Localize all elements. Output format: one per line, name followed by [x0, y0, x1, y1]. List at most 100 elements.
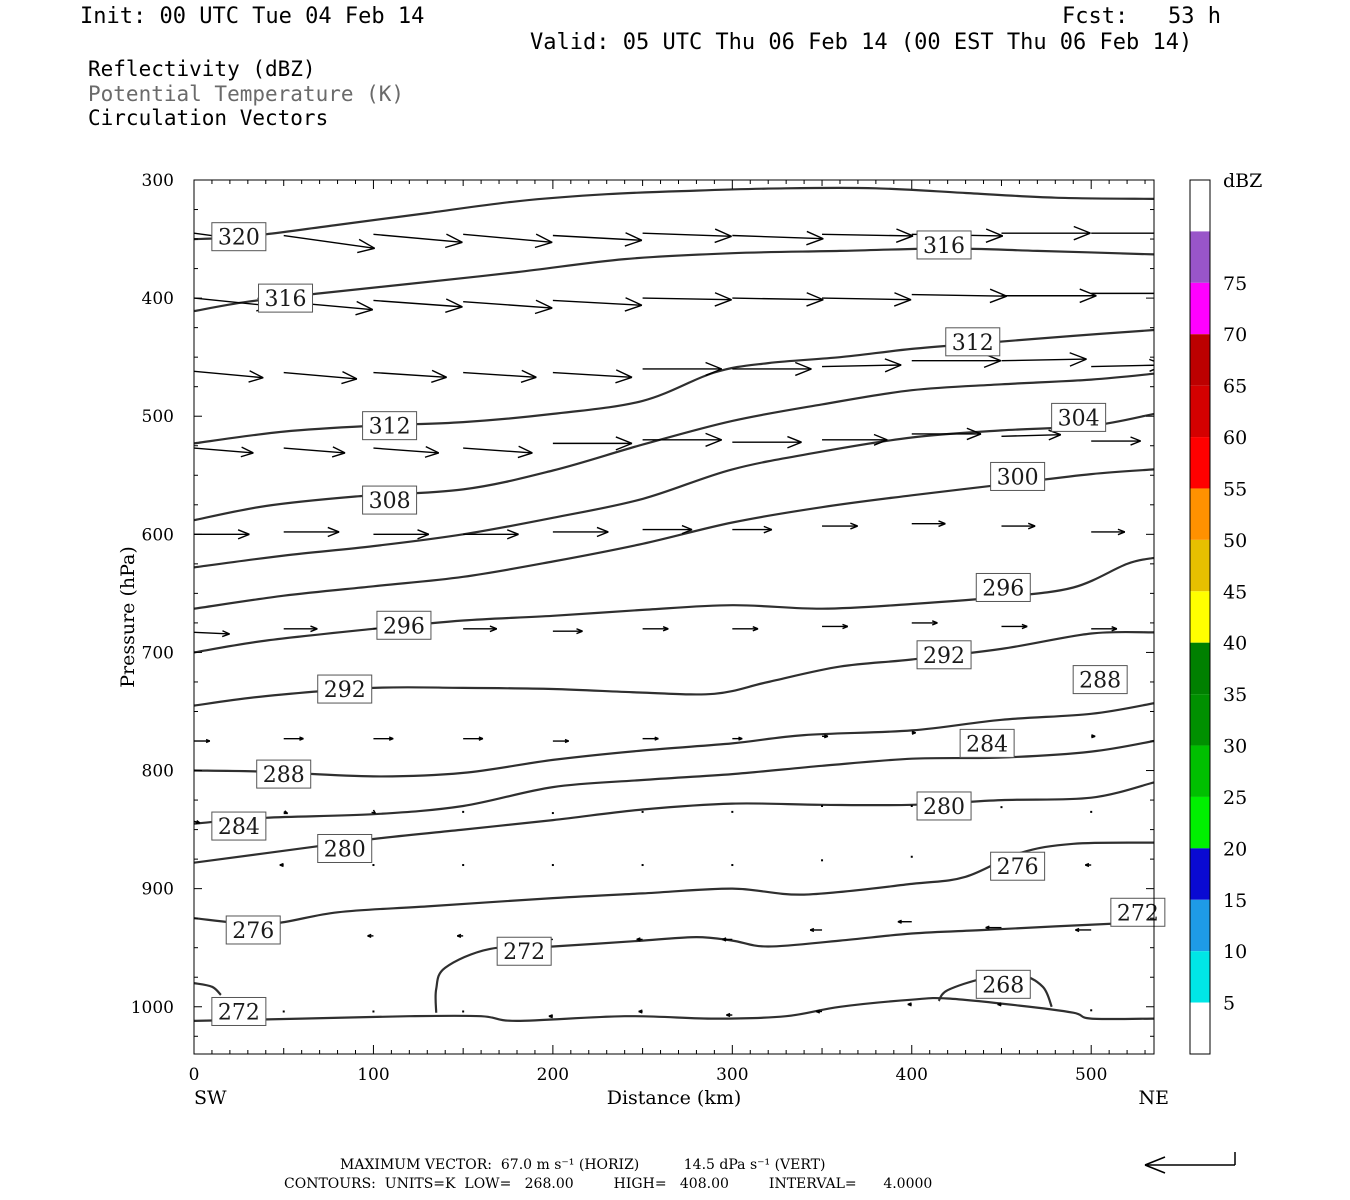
circulation-vector-105 — [897, 919, 912, 924]
contour-info-caption: CONTOURS: UNITS=K LOW= 268.00 HIGH= 408.… — [284, 1176, 933, 1192]
contour-label-304-6: 304 — [1051, 402, 1107, 432]
contour-label-296-8: 296 — [376, 610, 432, 640]
circulation-vector-110 — [462, 1010, 465, 1013]
circulation-vector-78 — [283, 810, 289, 815]
circulation-vector-115 — [907, 1002, 912, 1007]
legend-potential-temperature: Potential Temperature (K) — [88, 82, 405, 106]
colorbar-frame — [1189, 179, 1211, 1055]
legend-circulation-vectors: Circulation Vectors — [88, 106, 329, 130]
max-vector-caption: MAXIMUM VECTOR: 67.0 m s⁻¹ (HORIZ) 14.5 … — [340, 1157, 826, 1173]
colorbar-segment-3 — [1190, 334, 1210, 386]
theta-contour-308-3 — [194, 372, 1154, 522]
svg-text:284: 284 — [218, 815, 260, 840]
circulation-vector-25 — [463, 369, 537, 383]
circulation-vector-31 — [1001, 352, 1087, 367]
svg-text:316: 316 — [265, 287, 307, 312]
circulation-vector-74 — [911, 730, 916, 735]
colorbar-level-70: 70 — [1223, 324, 1247, 346]
contour-label-272-20: 272 — [496, 936, 552, 966]
contour-label-288-12: 288 — [256, 759, 312, 789]
circulation-vector-3 — [463, 233, 553, 249]
contour-label-272-22: 272 — [211, 996, 267, 1026]
theta-contour-288-8 — [194, 702, 1154, 778]
circulation-vector-51 — [822, 522, 858, 530]
colorbar-level-65: 65 — [1223, 376, 1247, 398]
circulation-vector-71 — [642, 736, 659, 741]
y-tick-label-400: 400 — [142, 289, 174, 309]
colorbar-segment-0 — [1190, 180, 1210, 232]
circulation-vector-86 — [1000, 806, 1003, 809]
svg-text:272: 272 — [1117, 901, 1159, 926]
circulation-vector-69 — [463, 736, 484, 741]
contour-label-280-17: 280 — [916, 791, 972, 821]
axis-layer: 300 400 500 600 700 800 900 1000 0 100 200 300 400 50… — [131, 171, 1154, 1085]
circulation-vector-82 — [641, 810, 644, 813]
circulation-vector-59 — [552, 628, 583, 635]
circulation-vector-19 — [911, 288, 1007, 304]
circulation-vector-21 — [1091, 292, 1154, 295]
theta-contour-272-12 — [194, 996, 1154, 1023]
colorbar-segment-13 — [1190, 848, 1210, 900]
circulation-vector-39 — [732, 435, 802, 449]
svg-text:312: 312 — [952, 331, 994, 356]
y-tick-label-1000: 1000 — [131, 998, 174, 1018]
circulation-vector-111 — [548, 1014, 553, 1019]
circulation-vector-107 — [1075, 927, 1092, 933]
circulation-vector-55 — [194, 630, 230, 638]
contour-label-284-14: 284 — [211, 811, 267, 841]
circulation-vector-93 — [641, 864, 644, 867]
x-tick-label-0: 0 — [189, 1065, 200, 1085]
circulation-vector-43 — [1091, 436, 1141, 446]
contour-label-296-9: 296 — [975, 572, 1031, 602]
circulation-vector-42 — [1001, 429, 1062, 441]
circulation-vector-34 — [283, 446, 346, 458]
colorbar-level-25: 25 — [1223, 787, 1247, 809]
colorbar-level-30: 30 — [1223, 736, 1247, 758]
colorbar-segment-7 — [1190, 539, 1210, 592]
x-end-label-left: SW — [194, 1087, 227, 1109]
contour-label-272-21: 272 — [1110, 897, 1166, 927]
circulation-vector-73 — [822, 734, 829, 739]
svg-text:272: 272 — [503, 940, 545, 965]
contour-label-280-16: 280 — [317, 833, 373, 863]
x-tick-label-100: 100 — [357, 1065, 389, 1085]
svg-text:288: 288 — [1079, 669, 1121, 694]
circulation-vector-17 — [732, 292, 824, 307]
circulation-vector-15 — [552, 297, 643, 312]
theta-contour-304-4 — [194, 412, 1154, 569]
y-tick-label-900: 900 — [142, 880, 174, 900]
y-tick-label-700: 700 — [142, 643, 174, 663]
circulation-vector-50 — [732, 525, 773, 534]
svg-text:280: 280 — [923, 795, 965, 820]
colorbar-level-10: 10 — [1223, 941, 1247, 963]
colorbar-level-50: 50 — [1223, 530, 1247, 552]
circulation-vector-49 — [642, 524, 693, 535]
colorbar-segment-9 — [1190, 642, 1210, 695]
circulation-vector-4 — [552, 232, 643, 247]
y-tick-label-800: 800 — [142, 762, 174, 782]
colorbar-level-45: 45 — [1223, 581, 1247, 603]
svg-text:288: 288 — [263, 763, 305, 788]
theta-contour-272-13 — [434, 920, 1154, 1013]
y-tick-label-600: 600 — [142, 525, 174, 545]
circulation-vector-90 — [372, 864, 375, 867]
circulation-vector-106 — [985, 925, 1002, 930]
circulation-vector-22 — [194, 370, 264, 383]
circulation-vector-80 — [462, 810, 465, 813]
svg-text:276: 276 — [232, 919, 274, 944]
colorbar: 5 10 15 20 25 30 35 40 45 50 55 60 65 70 75 — [1189, 179, 1247, 1055]
circulation-vector-84 — [821, 804, 824, 807]
colorbar-segment-15 — [1190, 951, 1210, 1003]
circulation-vector-10 — [1091, 232, 1154, 234]
circulation-vector-65 — [1091, 626, 1118, 632]
circulation-vector-54 — [1091, 528, 1126, 536]
circulation-vector-47 — [463, 529, 519, 540]
contour-label-layer: 320 316 316 312 312 308 304 300 296 296 292 292 288 2… — [211, 222, 1166, 1026]
circulation-vector-13 — [373, 298, 463, 313]
circulation-vector-46 — [373, 529, 430, 540]
init-time: Init: 00 UTC Tue 04 Feb 14 — [80, 4, 425, 29]
circulation-vector-33 — [194, 446, 254, 458]
y-tick-label-300: 300 — [142, 171, 174, 191]
circulation-vector-27 — [642, 361, 722, 377]
colorbar-segment-16 — [1190, 1002, 1210, 1054]
